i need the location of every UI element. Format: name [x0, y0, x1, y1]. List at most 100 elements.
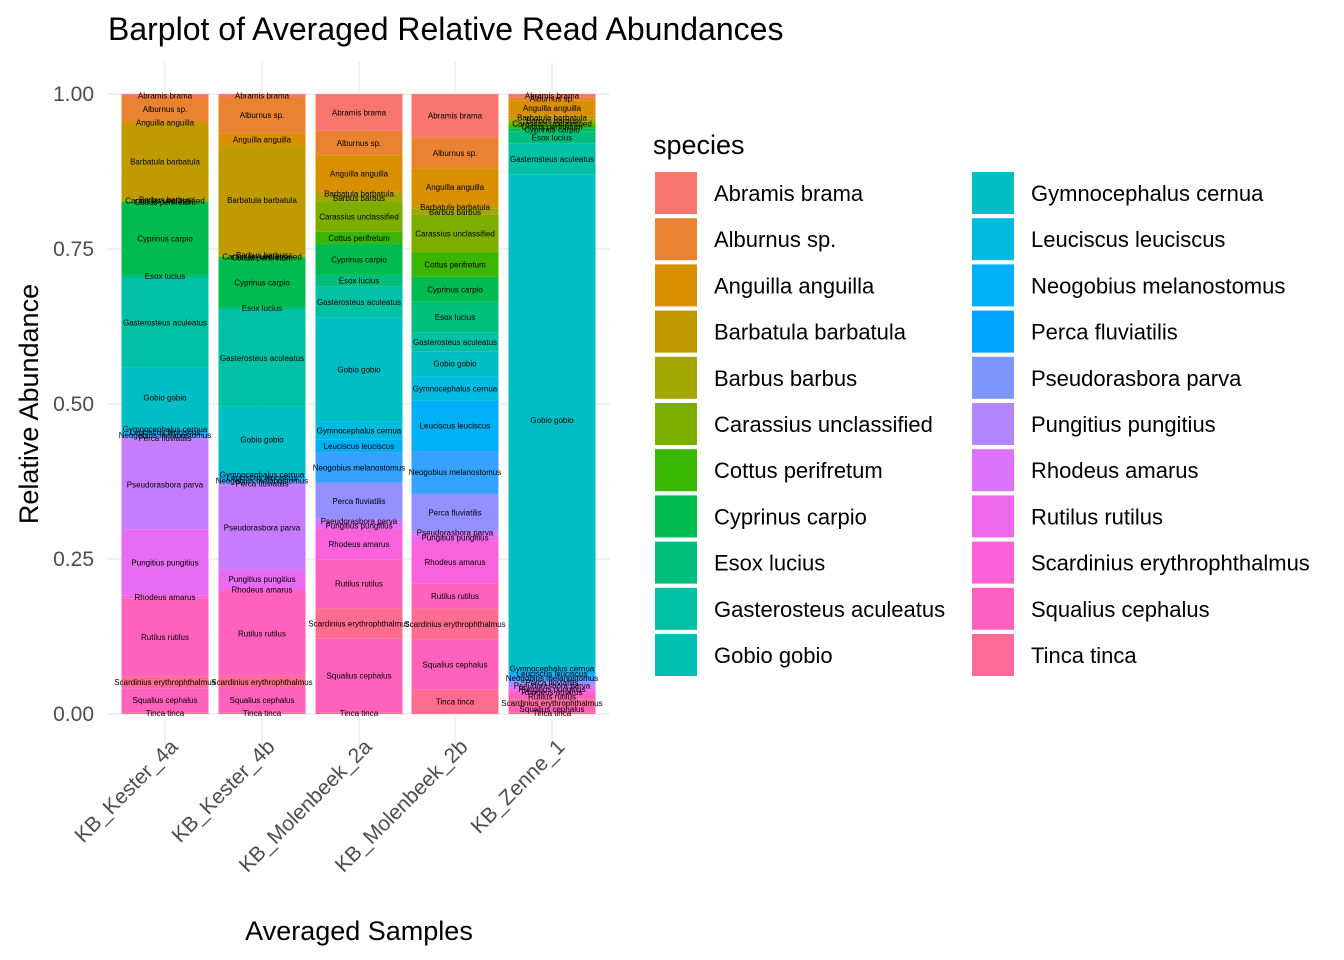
legend-label: Abramis brama: [714, 181, 864, 206]
segment-label: Gymnocephalus cernua: [413, 385, 498, 394]
legend-key: [655, 495, 697, 538]
bar-segment: [218, 482, 306, 486]
bar-segment: [121, 712, 209, 714]
bar-segment: [315, 130, 403, 156]
segment-label: Pungitius pungitius: [131, 558, 198, 567]
bar-segment: [508, 671, 596, 675]
segment-label: Rhodeus amarus: [232, 586, 293, 595]
bar-segment: [121, 198, 209, 201]
bar-segment: [411, 214, 499, 253]
bar-segment: [218, 591, 306, 676]
legend-label: Alburnus sp.: [714, 227, 836, 252]
legend-label: Anguilla anguilla: [714, 273, 875, 298]
segment-label: Pungitius pungitius: [325, 521, 392, 530]
bar-segment: [121, 277, 209, 368]
segment-label: Rutilus rutilus: [431, 592, 479, 601]
bar-segment: [218, 306, 306, 310]
segment-label: Cyprinus carpio: [234, 278, 290, 287]
segment-label: Rutilus rutilus: [528, 693, 576, 702]
bar-segment: [508, 674, 596, 682]
legend-label: Perca fluviatilis: [1031, 320, 1178, 345]
bar-segment: [121, 123, 209, 199]
bar-segment: [508, 712, 596, 714]
bar-segment: [508, 118, 596, 122]
segment-label: Alburnus sp.: [530, 95, 574, 104]
bar-segment: [121, 120, 209, 124]
bar-segment: [121, 598, 209, 677]
bar-segment: [508, 115, 596, 119]
legend-label: Gobio gobio: [714, 643, 833, 668]
segment-label: Pseudorasbora parva: [224, 524, 301, 533]
segment-label: Abramis brama: [525, 92, 580, 101]
segment-label: Abramis brama: [332, 108, 387, 117]
segment-labels-layer: Tinca tinca Squalius cephalus Scardinius e…: [114, 91, 602, 718]
bar-segment: [121, 96, 209, 121]
x-tick-label: KB_Zenne_1: [467, 735, 570, 838]
bar-segment: [218, 479, 306, 483]
segment-label: Squalius cephalus: [133, 696, 198, 705]
segment-label: Rhodeus amarus: [329, 540, 390, 549]
legend-label: Esox lucius: [714, 551, 825, 576]
segment-label: Neogobius melanostomus: [313, 463, 406, 472]
segment-label: Carassius unclassified: [222, 252, 302, 261]
segment-label: Scardinius erythrophthalmus: [114, 678, 215, 687]
legend-label: Gasterosteus aculeatus: [714, 597, 945, 622]
bar-segment: [315, 274, 403, 287]
bar-segment: [508, 665, 596, 672]
y-axis-title: Relative Abundance: [14, 284, 44, 524]
segment-label: Pungitius pungitius: [228, 575, 295, 584]
bar-segment: [121, 201, 209, 203]
legend-key: [655, 403, 697, 445]
bar-segment: [315, 231, 403, 244]
bar-segment: [315, 191, 403, 195]
bar-segment: [411, 376, 499, 401]
legend-label: Leuciscus leuciscus: [1031, 227, 1225, 252]
segment-label: Gasterosteus aculeatus: [413, 338, 497, 347]
legend-key: [655, 587, 697, 630]
bar-segment: [411, 493, 499, 532]
bar-segment: [411, 531, 499, 535]
bar-segment: [315, 317, 403, 422]
segment-label: Perca fluviatilis: [428, 509, 481, 518]
segment-label: Tinca tinca: [146, 709, 185, 718]
legend-label: Neogobius melanostomus: [1031, 273, 1285, 298]
segment-label: Tinca tinca: [533, 709, 572, 718]
bar-segment: [508, 121, 596, 126]
segment-label: Barbatula barbatula: [227, 196, 297, 205]
legend-label: Scardinius erythrophthalmus: [1031, 551, 1310, 576]
segment-label: Abramis brama: [428, 112, 483, 121]
segment-label: Leuciscus leuciscus: [517, 669, 588, 678]
segment-label: Squalius cephalus: [327, 671, 392, 680]
x-axis-title: Averaged Samples: [245, 916, 473, 946]
bar-segment: [315, 522, 403, 529]
segment-label: Gasterosteus aculeatus: [317, 298, 401, 307]
segment-label: Perca fluviatilis: [332, 497, 385, 506]
bar-segment: [121, 529, 209, 596]
chart-title: Barplot of Averaged Relative Read Abunda…: [108, 11, 783, 47]
bar-segment: [218, 309, 306, 407]
segment-label: Cottus perifretum: [521, 123, 583, 132]
bar-segment: [315, 638, 403, 713]
segment-label: Abramis brama: [138, 91, 193, 100]
bar-segment: [411, 540, 499, 584]
segment-label: Cyprinus carpio: [331, 255, 387, 264]
segment-label: Gasterosteus aculeatus: [510, 155, 594, 164]
segment-label: Barbatula barbatula: [420, 203, 490, 212]
segment-label: Neogobius melanostomus: [409, 468, 502, 477]
bar-segment: [218, 485, 306, 570]
bar-segment: [315, 482, 403, 520]
bar-segment: [315, 452, 403, 483]
legend-label: Squalius cephalus: [1031, 597, 1210, 622]
segment-label: Barbatula barbatula: [324, 189, 394, 198]
legend: species Abramis brama Alburnus sp. Anguill…: [653, 130, 1310, 676]
segment-label: Gymnocephalus cernua: [317, 427, 402, 436]
segment-label: Alburnus sp.: [337, 139, 381, 148]
segment-label: Gasterosteus aculeatus: [220, 354, 304, 363]
bar-segment: [508, 687, 596, 691]
segment-label: Leuciscus leuciscus: [324, 442, 395, 451]
segment-label: Perca fluviatilis: [525, 679, 578, 688]
segment-label: Tinca tinca: [340, 709, 379, 718]
segment-label: Cyprinus carpio: [137, 235, 193, 244]
segment-label: Barbus barbus: [333, 194, 385, 203]
